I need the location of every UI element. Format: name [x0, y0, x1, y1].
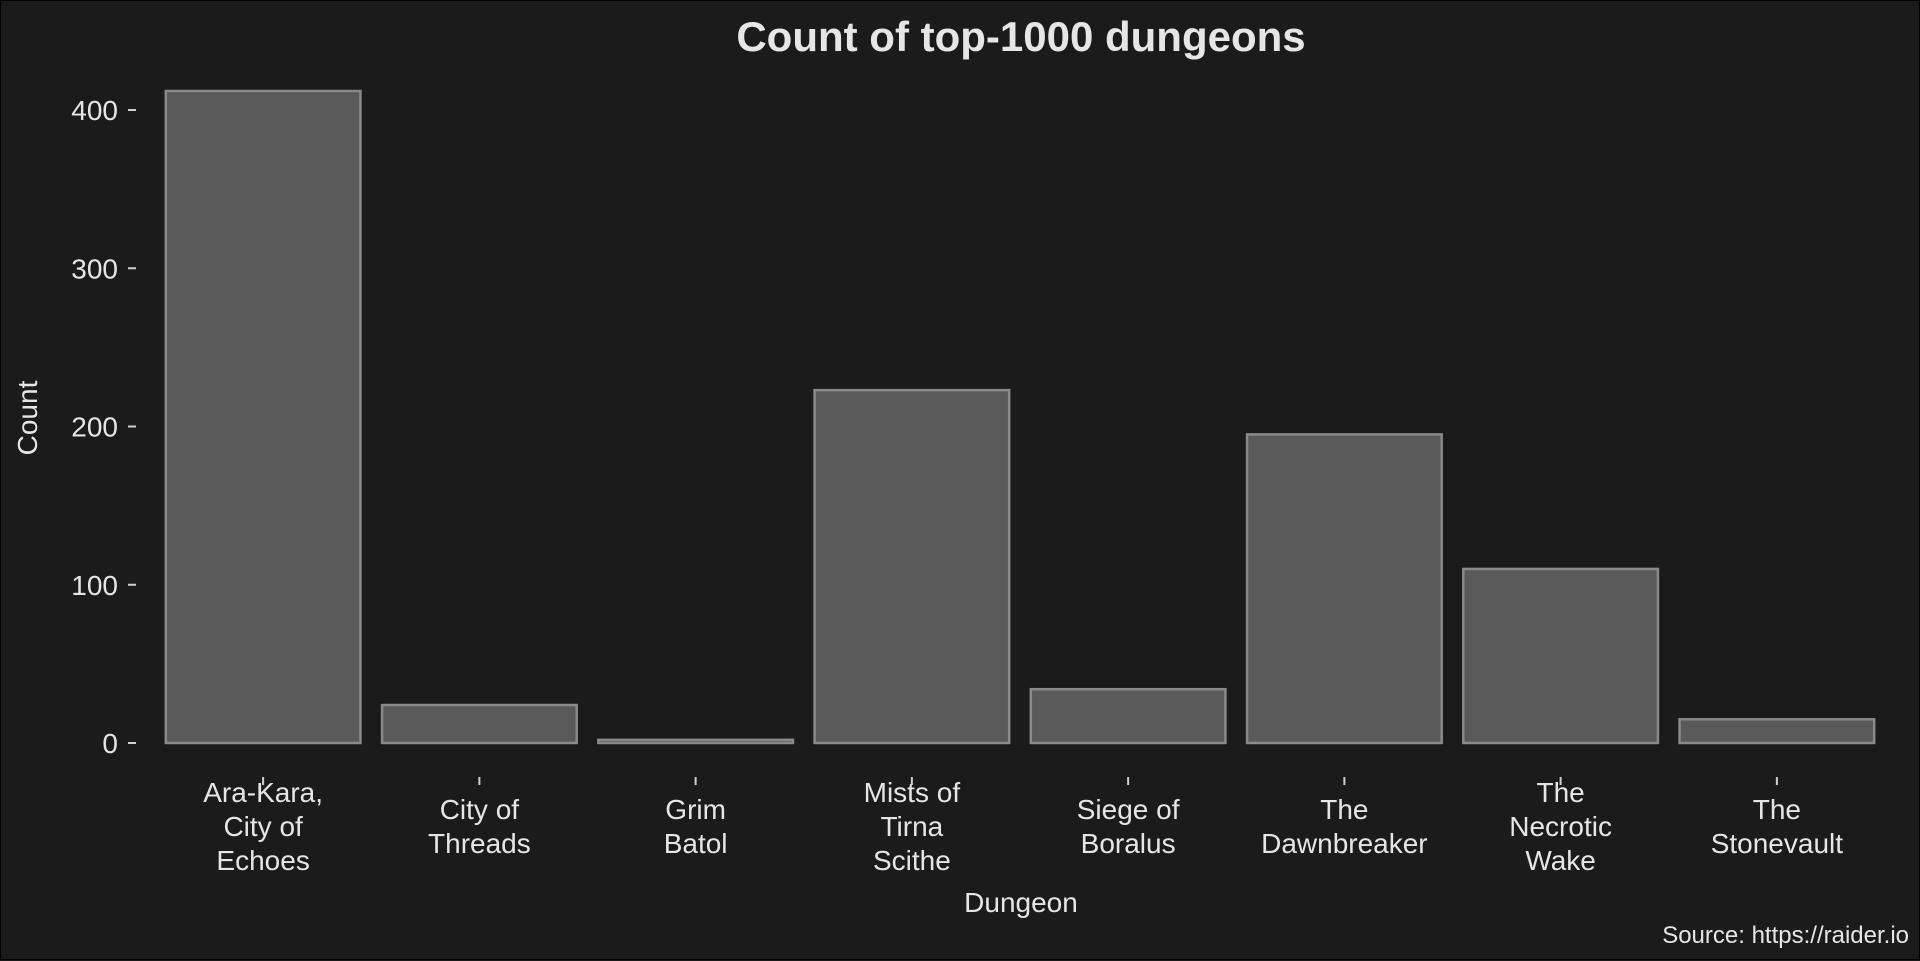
x-tick-label: Siege of Boralus [1077, 794, 1180, 859]
x-tick-label-line: Wake [1525, 845, 1596, 876]
x-tick-label-line: Batol [664, 828, 728, 859]
x-tick-label-line: Boralus [1081, 828, 1176, 859]
x-tick-label-line: Echoes [216, 845, 309, 876]
bar [1462, 567, 1660, 745]
y-tick-label: 300 [71, 253, 118, 284]
bars-group [164, 89, 1876, 745]
x-tick-label-line: Stonevault [1711, 828, 1844, 859]
y-tick-label: 400 [71, 95, 118, 126]
y-axis: 0 100 200 300 400 [71, 95, 136, 759]
x-tick-label-line: Grim [665, 794, 726, 825]
x-tick-label-line: Siege of [1077, 794, 1180, 825]
x-tick-label-line: The [1320, 794, 1368, 825]
x-tick-label: Ara-Kara, City of Echoes [203, 777, 323, 876]
y-tick-label: 100 [71, 570, 118, 601]
x-tick-label: Grim Batol [664, 794, 728, 859]
bar [1029, 687, 1227, 745]
source-caption: Source: https://raider.io [1662, 922, 1909, 949]
x-tick-label-line: Scithe [873, 845, 951, 876]
x-tick-label-line: Ara-Kara, [203, 777, 323, 808]
x-tick-label: City of Threads [428, 794, 531, 859]
x-tick-label-line: Tirna [880, 811, 943, 842]
bar [380, 703, 578, 745]
x-tick-label: Mists of Tirna Scithe [864, 777, 961, 876]
x-tick-label: The Dawnbreaker [1261, 794, 1428, 859]
y-tick-label: 200 [71, 412, 118, 443]
x-tick-label-line: City of [440, 794, 520, 825]
x-tick-label-line: The [1753, 794, 1801, 825]
chart-title: Count of top-1000 dungeons [736, 13, 1305, 60]
x-tick-label-line: City of [223, 811, 303, 842]
x-tick-label-line: The [1537, 777, 1585, 808]
y-tick-label: 0 [102, 728, 118, 759]
bar [1245, 433, 1443, 745]
x-axis-label: Dungeon [964, 887, 1078, 918]
x-tick-label: The Necrotic Wake [1509, 777, 1612, 876]
bar [597, 738, 795, 745]
bar [164, 89, 362, 745]
x-tick-label-line: Necrotic [1509, 811, 1612, 842]
x-tick-label-line: Threads [428, 828, 531, 859]
y-axis-label: Count [12, 380, 43, 455]
x-tick-label: The Stonevault [1711, 794, 1844, 859]
x-tick-label-line: Mists of [864, 777, 961, 808]
x-tick-label-line: Dawnbreaker [1261, 828, 1428, 859]
bar [813, 388, 1011, 745]
bar [1678, 718, 1876, 745]
